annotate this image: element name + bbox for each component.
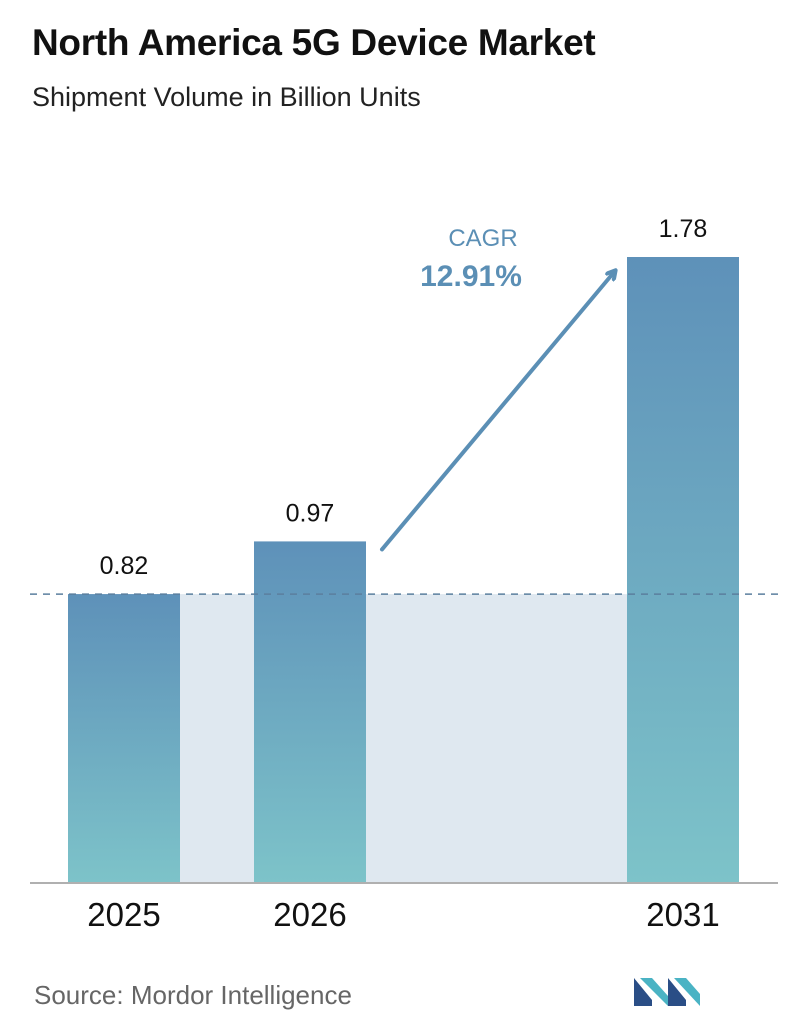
mordor-intelligence-logo-icon: [634, 978, 700, 1006]
bars: [68, 257, 739, 882]
chart-subtitle: Shipment Volume in Billion Units: [32, 82, 421, 112]
cagr-arrow: [380, 271, 615, 552]
reference-band: [180, 594, 627, 882]
data-label-2031: 1.78: [659, 215, 708, 243]
background-bands: [180, 594, 627, 882]
bar-2025: [68, 594, 180, 882]
reference-line-layer: [30, 593, 778, 884]
bar-2026: [254, 541, 366, 882]
data-label-2026: 0.97: [286, 499, 335, 527]
cagr-value: 12.91%: [420, 260, 522, 293]
data-label-2025: 0.82: [100, 552, 149, 580]
cagr-label: CAGR: [448, 225, 517, 252]
chart-title: North America 5G Device Market: [32, 22, 596, 63]
source-credit: Source: Mordor Intelligence: [34, 980, 352, 1010]
labels: 0.82 0.97 1.78 2025 2026 2031 CAGR 12.91%: [87, 215, 719, 933]
bar-2031: [627, 257, 739, 882]
x-tick-label-2031: 2031: [646, 896, 719, 933]
x-tick-label-2025: 2025: [87, 896, 160, 933]
cagr-arrow-layer: [380, 271, 615, 552]
x-tick-label-2026: 2026: [273, 896, 346, 933]
